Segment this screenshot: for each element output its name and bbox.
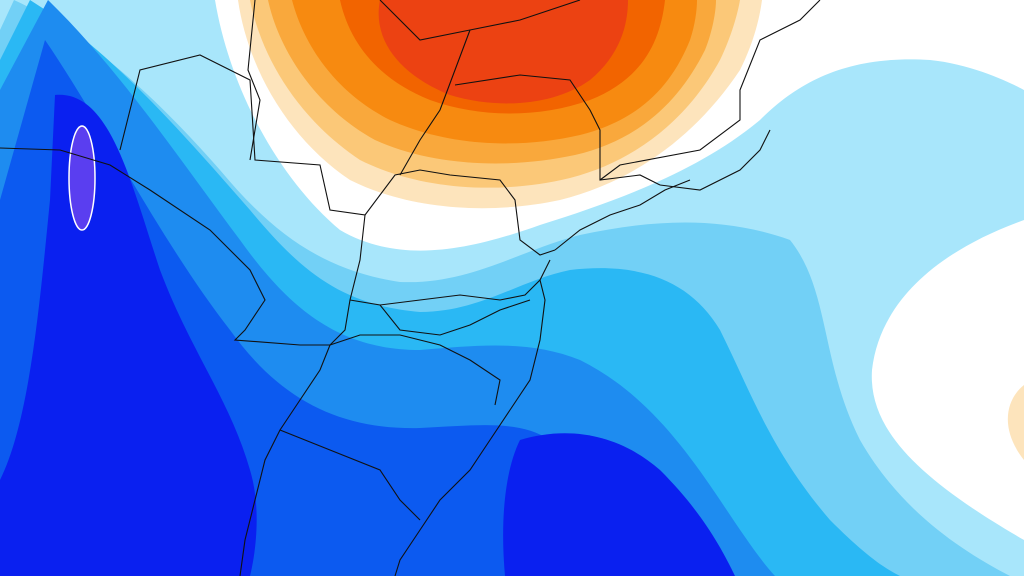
contour-warm-right <box>1007 385 1024 460</box>
contour-cold-6b <box>503 433 735 576</box>
contour-warm-6 <box>378 0 628 104</box>
contour-cold-7 <box>68 125 96 231</box>
contour-cold-6 <box>0 94 257 576</box>
political-borders <box>0 0 821 576</box>
